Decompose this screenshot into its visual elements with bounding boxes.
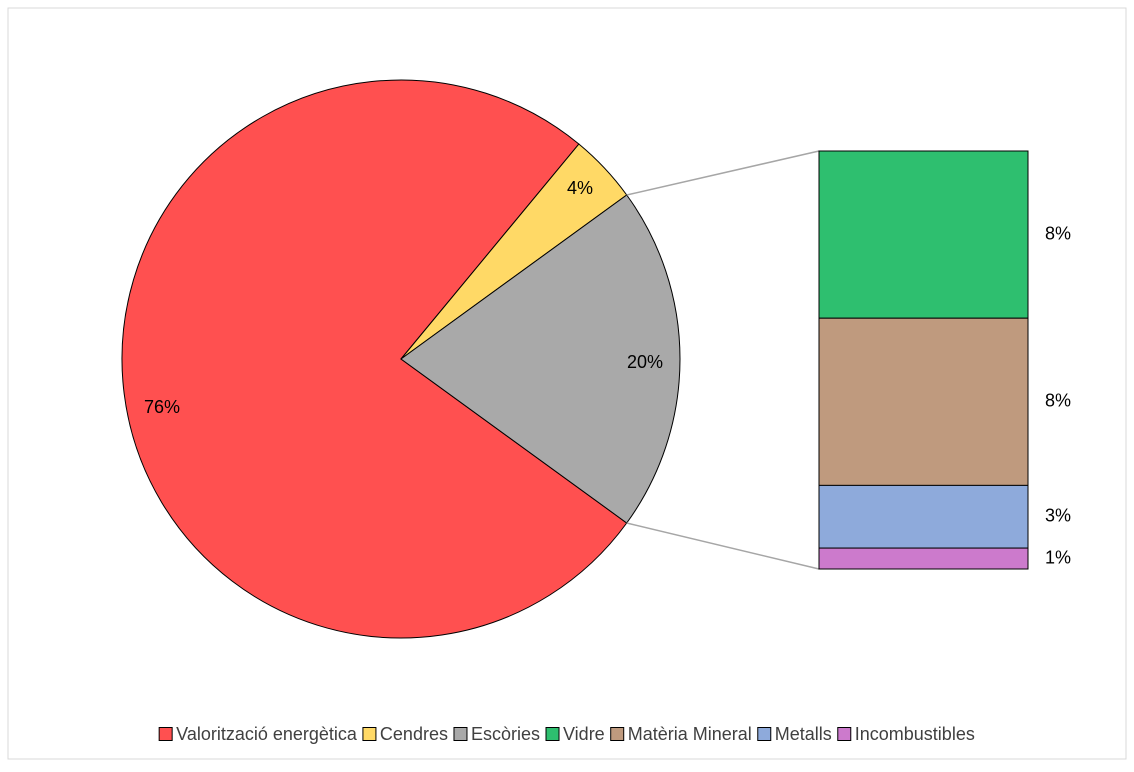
connector-line-bottom [626,522,820,570]
bar-segment-incombustibles [818,547,1029,570]
stacked-bar: 8% 8% 3% 1% [818,150,1071,570]
pie-slice-valoritzacio-energetica [121,79,628,639]
legend-swatch-metalls [757,727,772,741]
pie-label-escories: 20% [627,352,663,372]
connector-line-top [626,150,820,196]
connector-lines [626,150,820,570]
legend-swatch-materia-mineral [610,727,625,741]
legend-swatch-cendres [362,727,377,741]
legend-label-escories: Escòries [471,724,540,744]
pie-label-valoritzacio-energetica: 76% [144,397,180,417]
legend-label-incombustibles: Incombustibles [855,724,975,744]
legend-label-cendres: Cendres [380,724,448,744]
bar-segment-vidre [818,150,1029,319]
legend: Valorització energètica Cendres Escòries Vi… [158,724,975,744]
legend-label-valoritzacio-energetica: Valorització energètica [176,724,358,744]
pie: 76% 4% 20% [121,79,681,639]
bar-label-metalls: 3% [1045,506,1071,526]
bar-label-materia-mineral: 8% [1045,391,1071,411]
pie-label-cendres: 4% [567,178,593,198]
bar-label-incombustibles: 1% [1045,547,1071,567]
legend-swatch-incombustibles [837,727,852,741]
bar-segment-materia-mineral [818,317,1029,486]
pie-slice-escories [400,194,681,524]
bar-label-vidre: 8% [1045,223,1071,243]
legend-swatch-valoritzacio-energetica [158,727,173,741]
legend-label-materia-mineral: Matèria Mineral [628,724,752,744]
legend-label-metalls: Metalls [775,724,832,744]
legend-swatch-vidre [545,727,560,741]
legend-swatch-escories [453,727,468,741]
legend-label-vidre: Vidre [563,724,605,744]
bar-segment-metalls [818,484,1029,549]
